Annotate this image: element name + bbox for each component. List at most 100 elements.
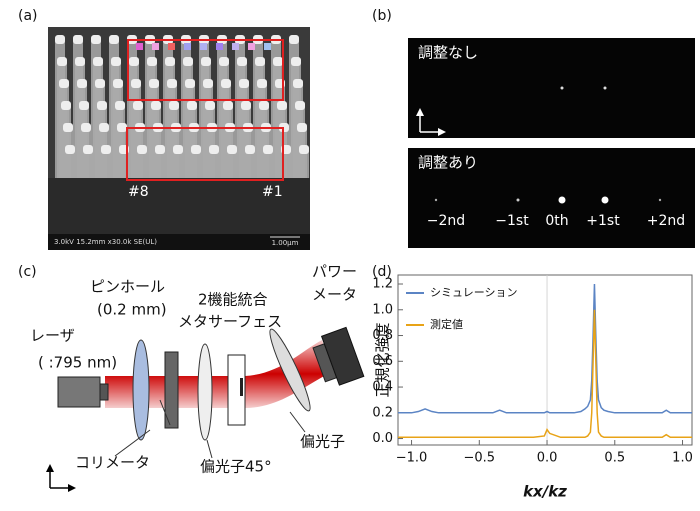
legend-label: シミュレーション: [430, 286, 518, 299]
legend-label: 測定値: [430, 317, 463, 331]
label: メタサーフェス: [178, 313, 282, 331]
pixel-color: [200, 43, 207, 50]
pillar-top: [137, 145, 147, 154]
scale-label: 1.00μm: [272, 239, 299, 247]
pillar-top: [75, 57, 85, 66]
pillar-top: [129, 57, 139, 66]
label: コリメータ: [75, 454, 150, 472]
pillar-top: [293, 79, 303, 88]
pillar-top: [117, 123, 127, 132]
highlight-box: [126, 127, 284, 181]
plot-frame: [397, 274, 693, 446]
pillar-top: [91, 35, 101, 44]
order-label: 0th: [545, 213, 568, 229]
panel-label: (a): [18, 8, 38, 24]
sem-info: 3.0kV 15.2mm x30.0k SE(UL): [54, 238, 157, 246]
polarizer-45: [197, 343, 213, 441]
pillar-top: [97, 101, 107, 110]
pillar-top: [173, 145, 183, 154]
pillar-top: [101, 145, 111, 154]
pillar-top: [151, 101, 161, 110]
panel-label: (c): [18, 264, 37, 280]
pillar-top: [289, 35, 299, 44]
pillar-top: [81, 123, 91, 132]
metasurface-element: [240, 378, 243, 396]
order-label: +1st: [586, 213, 620, 229]
pillar-top: [277, 101, 287, 110]
pillar-top: [227, 145, 237, 154]
pillar-top: [115, 101, 125, 110]
highlight-box: [127, 39, 284, 101]
label: (0.2 mm): [97, 301, 167, 319]
y-tick-label: 1.2: [372, 277, 393, 292]
pillar-top: [239, 79, 249, 88]
pillar-top: [165, 57, 175, 66]
pillar-top: [93, 57, 103, 66]
pixel-color: [264, 43, 271, 50]
y-axis-label: 正規化強度: [374, 322, 392, 397]
axes-icon: [416, 108, 446, 136]
pinhole: [164, 351, 179, 429]
series-line: [398, 283, 692, 414]
polarizer: [269, 328, 311, 412]
pillar-top: [147, 57, 157, 66]
pixel-color: [184, 43, 191, 50]
order-label: +2nd: [647, 213, 685, 229]
marker: #1: [262, 184, 283, 200]
pillar-top: [191, 145, 201, 154]
pillar-top: [167, 79, 177, 88]
y-tick-label: 0.2: [372, 405, 393, 420]
order-label: −1st: [495, 213, 529, 229]
pillar-top: [99, 123, 109, 132]
pillar-top: [183, 57, 193, 66]
pixel-color: [216, 43, 223, 50]
pillar-top: [131, 79, 141, 88]
pillar-top: [73, 35, 83, 44]
laser-beam: [105, 340, 332, 408]
pillar-top: [95, 79, 105, 88]
label: ( :795 nm): [38, 354, 117, 372]
pillar-top: [187, 101, 197, 110]
spot: [516, 198, 520, 202]
info-bar: [48, 234, 310, 250]
pillar-top: [149, 79, 159, 88]
pillar-top: [263, 145, 273, 154]
spot: [658, 198, 662, 202]
label: パワー: [312, 263, 357, 281]
pillar-top: [257, 79, 267, 88]
pillar-top: [79, 101, 89, 110]
order-label: −2nd: [427, 213, 465, 229]
label: レーザ: [30, 327, 75, 345]
pillar-top: [61, 101, 71, 110]
pillar-top: [57, 57, 67, 66]
pillar-top: [169, 101, 179, 110]
camera-image: [408, 148, 695, 248]
pillar-top: [237, 57, 247, 66]
pillar-top: [203, 79, 213, 88]
pillar-top: [241, 101, 251, 110]
substrate: [48, 178, 310, 234]
pillar-top: [259, 101, 269, 110]
pillar-top: [297, 123, 307, 132]
label: 偏光子45°: [200, 458, 272, 476]
pillar-top: [111, 57, 121, 66]
collimator: [132, 339, 150, 441]
label: ピンホール: [90, 278, 165, 296]
image-title: 調整なし: [418, 44, 478, 62]
x-tick-label: 1.0: [672, 451, 693, 466]
pillar-top: [83, 145, 93, 154]
pillar-top: [65, 145, 75, 154]
marker: #8: [128, 184, 149, 200]
pixel-color: [136, 43, 143, 50]
label: メータ: [312, 286, 357, 304]
laser: [57, 376, 101, 408]
pixel-color: [168, 43, 175, 50]
pillar-top: [223, 101, 233, 110]
axes-icon: [46, 464, 76, 492]
spot: [558, 196, 566, 204]
pillar-top: [273, 57, 283, 66]
camera-image: [408, 38, 695, 138]
x-tick-label: −0.5: [464, 451, 496, 466]
pillar-top: [59, 79, 69, 88]
